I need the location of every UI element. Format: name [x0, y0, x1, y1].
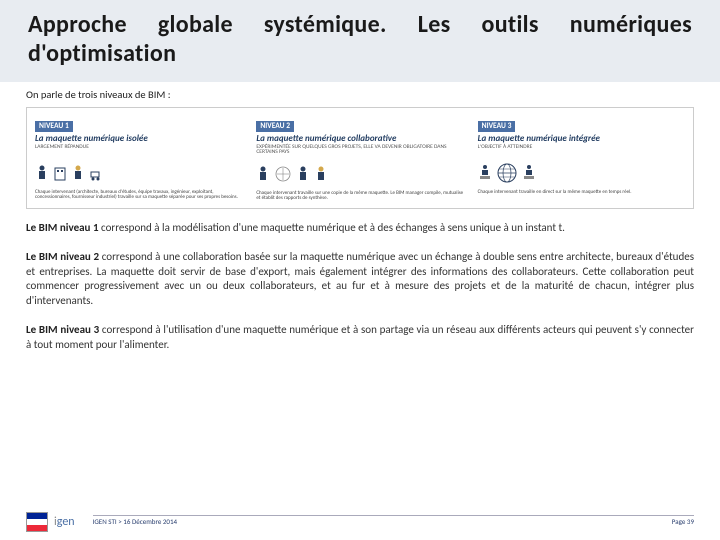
person-icon	[35, 164, 49, 182]
level3-desc: Chaque intervenant travaille en direct s…	[478, 190, 685, 196]
para-bim3-bold: Le BIM niveau 3	[26, 323, 99, 336]
level3-subtitle: L'OBJECTIF À ATTEINDRE	[478, 145, 685, 155]
igen-logo: iigengen	[54, 515, 75, 529]
globe-icon	[496, 162, 518, 184]
person-laptop-icon	[522, 164, 536, 182]
footer-logos: iigengen	[26, 512, 75, 532]
level1-badge: NIVEAU 1	[35, 121, 73, 132]
title-bar: Approche globale systémique. Les outils …	[0, 0, 720, 82]
person-icon	[296, 165, 310, 183]
para-bim3-text: correspond à l'utilisation d'une maquett…	[26, 323, 694, 351]
person-laptop-icon	[478, 164, 492, 182]
person-icon	[256, 165, 270, 183]
para-bim2-bold: Le BIM niveau 2	[26, 250, 99, 263]
footer-rule: IGEN STI > 16 Décembre 2014 Page 39	[93, 515, 694, 529]
level-card-3: NIVEAU 3 La maquette numérique intégrée …	[474, 112, 689, 204]
level2-desc: Chaque intervenant travaille sur une cop…	[256, 191, 463, 202]
para-bim2: Le BIM niveau 2 correspond à une collabo…	[26, 250, 694, 309]
level1-title: La maquette numérique isolée	[35, 134, 242, 144]
para-bim1: Le BIM niveau 1 correspond à la modélisa…	[26, 221, 694, 236]
para-bim1-text: correspond à la modélisation d'une maque…	[99, 221, 565, 234]
footer: iigengen IGEN STI > 16 Décembre 2014 Pag…	[0, 512, 720, 532]
para-bim3: Le BIM niveau 3 correspond à l'utilisati…	[26, 323, 694, 353]
level1-icons	[35, 159, 242, 187]
page-title: Approche globale systémique. Les outils …	[28, 10, 692, 68]
level3-title: La maquette numérique intégrée	[478, 134, 685, 144]
para-bim2-text: correspond à une collaboration basée sur…	[26, 250, 694, 308]
level3-badge: NIVEAU 3	[478, 121, 516, 132]
intro-text: On parle de trois niveaux de BIM :	[26, 88, 694, 101]
flag-logo-icon	[26, 512, 48, 532]
content-area: On parle de trois niveaux de BIM : NIVEA…	[0, 82, 720, 353]
level-card-1: NIVEAU 1 La maquette numérique isolée LA…	[31, 112, 246, 204]
cart-icon	[89, 164, 103, 182]
level1-desc: Chaque intervenant (architecte, bureaux …	[35, 190, 242, 201]
level1-subtitle: LARGEMENT RÉPANDUE	[35, 145, 242, 155]
para-bim1-bold: Le BIM niveau 1	[26, 221, 99, 234]
footer-page: Page 39	[672, 517, 694, 526]
level-card-2: NIVEAU 2 La maquette numérique collabora…	[252, 112, 467, 204]
level2-subtitle: EXPÉRIMENTÉE SUR QUELQUES GROS PROJETS, …	[256, 145, 463, 156]
network-icon	[274, 165, 292, 183]
footer-date: IGEN STI > 16 Décembre 2014	[93, 517, 177, 526]
worker-icon	[314, 165, 328, 183]
level2-badge: NIVEAU 2	[256, 121, 294, 132]
building-icon	[53, 164, 67, 182]
levels-infographic: NIVEAU 1 La maquette numérique isolée LA…	[26, 107, 694, 209]
worker-icon	[71, 164, 85, 182]
level3-icons	[478, 159, 685, 187]
level2-title: La maquette numérique collaborative	[256, 134, 463, 144]
level2-icons	[256, 160, 463, 188]
